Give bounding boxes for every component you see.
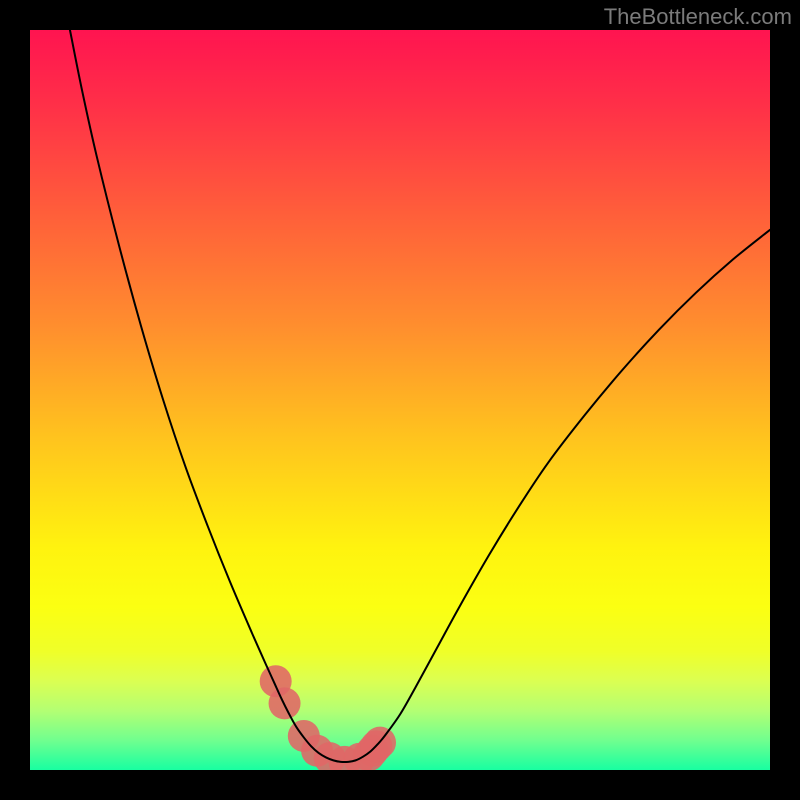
gradient-background [30,30,770,770]
plot-svg [30,30,770,770]
chart-frame: TheBottleneck.com [0,0,800,800]
plot-area [30,30,770,770]
watermark-text: TheBottleneck.com [604,4,792,30]
